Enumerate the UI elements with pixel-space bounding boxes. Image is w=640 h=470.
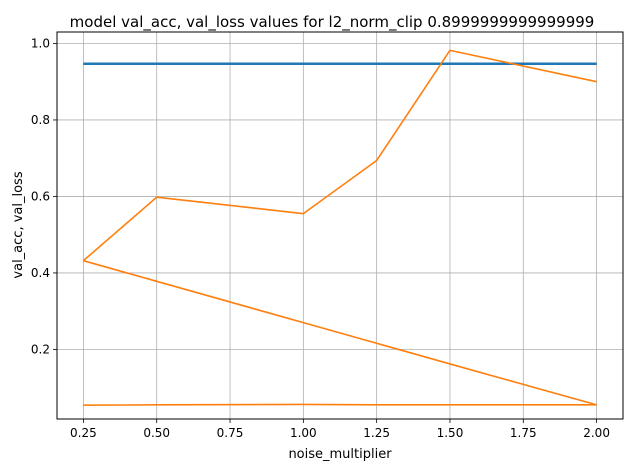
y-tick-label: 0.8 — [31, 113, 50, 127]
x-tick-label: 0.25 — [70, 426, 97, 440]
x-tick-label: 0.75 — [217, 426, 244, 440]
series-lines — [82, 49, 597, 407]
series-line-2 — [82, 49, 597, 262]
y-tick-label: 1.0 — [31, 36, 50, 50]
axis-ticks: 0.25 0.50 0.75 1.00 1.25 1.50 1.75 2.00 0.2 0.4 0.… — [31, 36, 610, 440]
series-line-2 — [83, 259, 597, 406]
grid-lines — [57, 32, 623, 419]
y-tick-label: 0.6 — [31, 189, 50, 203]
x-tick-label: 0.50 — [143, 426, 170, 440]
y-tick-label: 0.4 — [31, 266, 50, 280]
y-axis-label: val_acc, val_loss — [11, 171, 26, 278]
x-tick-label: 1.25 — [363, 426, 390, 440]
x-tick-label: 1.00 — [290, 426, 317, 440]
x-tick-label: 2.00 — [583, 426, 610, 440]
series-line-3 — [83, 403, 597, 407]
y-tick-label: 0.2 — [31, 342, 50, 356]
x-tick-label: 1.50 — [437, 426, 464, 440]
x-axis-label: noise_multiplier — [288, 447, 392, 462]
x-tick-label: 1.75 — [510, 426, 537, 440]
plot-frame — [56, 31, 624, 420]
chart-title: model val_acc, val_loss values for l2_no… — [70, 13, 595, 32]
